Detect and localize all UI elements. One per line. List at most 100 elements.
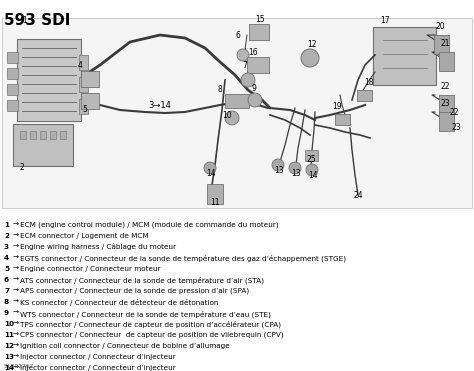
Bar	[2, 18, 472, 208]
Text: 7: 7	[242, 61, 247, 70]
Text: 17: 17	[380, 16, 390, 25]
Text: 2: 2	[4, 233, 9, 239]
Text: →: →	[13, 354, 19, 360]
Bar	[20, 131, 26, 139]
FancyBboxPatch shape	[336, 114, 350, 125]
Text: 23: 23	[441, 99, 451, 108]
FancyBboxPatch shape	[17, 39, 81, 121]
Text: 5: 5	[82, 105, 87, 114]
FancyBboxPatch shape	[374, 26, 437, 85]
FancyBboxPatch shape	[439, 95, 455, 114]
Text: 9: 9	[252, 84, 257, 93]
FancyBboxPatch shape	[439, 52, 455, 70]
Text: →: →	[13, 321, 19, 327]
Text: 1: 1	[4, 222, 9, 228]
Text: 6: 6	[236, 31, 241, 40]
Text: 11: 11	[4, 332, 14, 338]
Text: 16: 16	[248, 48, 258, 57]
Text: 10: 10	[4, 321, 14, 327]
Text: 13: 13	[4, 354, 14, 360]
Text: 25: 25	[307, 155, 317, 164]
Text: →: →	[13, 255, 19, 261]
Text: →: →	[13, 365, 19, 371]
Text: 19: 19	[332, 102, 342, 111]
Text: →: →	[13, 233, 19, 239]
FancyBboxPatch shape	[80, 55, 89, 69]
Text: 4: 4	[78, 61, 83, 70]
Text: 23: 23	[452, 123, 462, 132]
Text: Engine wiring harness / Câblage du moteur: Engine wiring harness / Câblage du moteu…	[20, 244, 176, 250]
Text: 13: 13	[291, 169, 301, 178]
FancyBboxPatch shape	[81, 93, 99, 109]
Circle shape	[301, 49, 319, 67]
Text: Injector connector / Connecteur d’injecteur: Injector connector / Connecteur d’inject…	[20, 354, 176, 360]
Text: EGTS connector / Connecteur de la sonde de température des gaz d’échappement (ST: EGTS connector / Connecteur de la sonde …	[20, 255, 346, 263]
Text: →: →	[13, 343, 19, 349]
Text: Engine connector / Connecteur moteur: Engine connector / Connecteur moteur	[20, 266, 161, 272]
Text: ECM (engine control module) / MCM (module de commande du moteur): ECM (engine control module) / MCM (modul…	[20, 222, 279, 229]
FancyBboxPatch shape	[8, 68, 18, 79]
Text: →: →	[13, 277, 19, 283]
Text: 12: 12	[4, 343, 14, 349]
Text: 3: 3	[4, 244, 9, 250]
FancyBboxPatch shape	[439, 112, 455, 131]
Text: 14: 14	[308, 171, 318, 180]
Text: →: →	[13, 244, 19, 250]
FancyBboxPatch shape	[8, 99, 18, 111]
Text: 2: 2	[20, 163, 25, 172]
Circle shape	[225, 111, 239, 125]
Text: 9: 9	[4, 310, 9, 316]
Text: 22: 22	[441, 82, 450, 91]
FancyBboxPatch shape	[247, 57, 269, 73]
FancyBboxPatch shape	[8, 52, 18, 62]
Text: 1: 1	[22, 16, 27, 25]
Text: 14: 14	[4, 365, 14, 371]
Text: S1R02707: S1R02707	[4, 364, 34, 369]
Circle shape	[248, 93, 262, 107]
Text: 15: 15	[255, 15, 264, 24]
FancyBboxPatch shape	[225, 94, 249, 108]
Text: →: →	[13, 266, 19, 272]
FancyBboxPatch shape	[357, 89, 373, 101]
Text: 11: 11	[210, 198, 219, 207]
Text: 13: 13	[274, 166, 283, 175]
FancyBboxPatch shape	[80, 98, 89, 114]
Text: 22: 22	[450, 108, 459, 117]
Bar	[60, 131, 66, 139]
Text: 8: 8	[218, 85, 223, 94]
FancyBboxPatch shape	[81, 71, 99, 87]
Text: 7: 7	[4, 288, 9, 294]
Bar	[50, 131, 56, 139]
Text: →: →	[13, 332, 19, 338]
Text: APS connector / Connecteur de la sonde de pression d’air (SPA): APS connector / Connecteur de la sonde d…	[20, 288, 249, 295]
Text: 14: 14	[206, 169, 216, 178]
Text: →: →	[13, 222, 19, 228]
Text: 4: 4	[4, 255, 9, 261]
FancyBboxPatch shape	[306, 150, 319, 161]
Circle shape	[241, 73, 255, 87]
FancyBboxPatch shape	[80, 76, 89, 92]
Bar	[30, 131, 36, 139]
FancyBboxPatch shape	[8, 83, 18, 95]
Text: →: →	[13, 310, 19, 316]
Text: CPS connector / Connecteur  de capteur de position de vilebrequin (CPV): CPS connector / Connecteur de capteur de…	[20, 332, 283, 338]
Text: WTS connector / Connecteur de la sonde de température d’eau (STE): WTS connector / Connecteur de la sonde d…	[20, 310, 271, 318]
Circle shape	[272, 159, 284, 171]
Text: 10: 10	[222, 111, 232, 120]
Circle shape	[289, 162, 301, 174]
Text: 3→14: 3→14	[148, 101, 171, 110]
Text: 20: 20	[436, 22, 446, 31]
Text: 21: 21	[441, 39, 450, 48]
Text: Ignition coil connector / Connecteur de bobine d’allumage: Ignition coil connector / Connecteur de …	[20, 343, 230, 349]
Text: 8: 8	[4, 299, 9, 305]
FancyBboxPatch shape	[435, 35, 449, 53]
Text: Injector connector / Connecteur d’injecteur: Injector connector / Connecteur d’inject…	[20, 365, 176, 371]
Text: ATS connector / Connecteur de la sonde de température d’air (STA): ATS connector / Connecteur de la sonde d…	[20, 277, 264, 285]
Text: 593 SDI: 593 SDI	[4, 13, 70, 28]
FancyBboxPatch shape	[13, 124, 73, 166]
Text: 12: 12	[307, 40, 317, 49]
Text: →: →	[13, 288, 19, 294]
Text: TPS connector / Connecteur de capteur de position d’accélérateur (CPA): TPS connector / Connecteur de capteur de…	[20, 321, 281, 328]
Text: 24: 24	[354, 191, 364, 200]
FancyBboxPatch shape	[207, 184, 223, 204]
